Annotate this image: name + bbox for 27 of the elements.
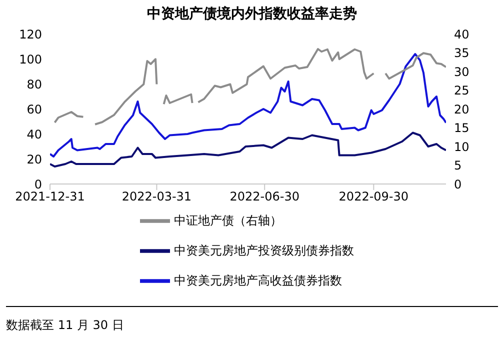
- y-tick-label: 120: [19, 27, 42, 42]
- x-tick-label: 2022-03-31: [122, 190, 192, 204]
- legend-label: 中证地产债（右轴）: [174, 213, 282, 228]
- line-series: [50, 53, 446, 158]
- y-tick-label: 100: [19, 52, 42, 66]
- legend-label: 中资美元房地产高收益债券指数: [174, 273, 342, 288]
- y2-tick-label: 10: [454, 140, 470, 154]
- line-series: [50, 132, 446, 168]
- y-tick-label: 20: [26, 152, 42, 166]
- y2-tick-label: 20: [454, 102, 470, 116]
- legend-label: 中资美元房地产投资级别债券指数: [174, 243, 354, 258]
- x-tick-label: 2021-12-31: [15, 190, 85, 204]
- y-tick-label: 40: [26, 127, 42, 142]
- y2-tick-label: 40: [454, 27, 470, 42]
- y2-tick-label: 5: [454, 158, 462, 173]
- chart-title: 中资地产债境内外指数收益率走势: [146, 4, 358, 24]
- x-tick-label: 2022-06-30: [230, 190, 300, 204]
- y-tick-label: 0: [34, 177, 42, 192]
- y2-tick-label: 35: [454, 46, 470, 60]
- text: 数据截至 11 月 30 日: [6, 318, 124, 332]
- y2-tick-label: 0: [454, 177, 462, 192]
- y2-tick-label: 25: [454, 84, 470, 98]
- x-tick-label: 2022-09-30: [338, 190, 409, 204]
- y-tick-label: 60: [26, 102, 42, 116]
- y-tick-label: 80: [26, 77, 42, 92]
- y2-tick-label: 30: [454, 64, 470, 79]
- y2-tick-label: 15: [454, 121, 470, 136]
